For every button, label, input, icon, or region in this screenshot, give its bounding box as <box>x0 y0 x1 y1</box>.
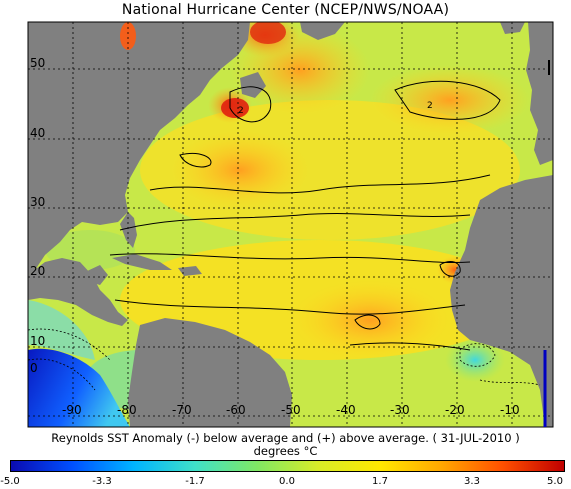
lat-label-20: 20 <box>30 264 45 278</box>
warm-anomaly-tropical <box>290 280 450 360</box>
colorbar-tick: 1.7 <box>372 476 388 487</box>
contour-label: 2 <box>427 101 433 111</box>
cool-anomaly-gulf-guinea <box>445 338 505 382</box>
lat-label-10: 10 <box>30 334 45 348</box>
caption-units: degrees °C <box>253 444 318 458</box>
lon-label-50: -50 <box>281 403 301 417</box>
lon-label-40: -40 <box>336 403 356 417</box>
lat-label-50: 50 <box>30 56 45 70</box>
hot-spot-gulf-of-maine <box>221 98 249 118</box>
lat-label-0: 0 <box>30 361 38 375</box>
lat-label-30: 30 <box>30 195 45 209</box>
cold-anomaly-pacific <box>28 348 130 427</box>
page-title: National Hurricane Center (NCEP/NWS/NOAA… <box>121 2 450 18</box>
colorbar <box>10 460 565 472</box>
warm-anomaly-gulfstream <box>170 130 310 210</box>
lon-label-60: -60 <box>226 403 246 417</box>
negative-contours <box>28 328 541 391</box>
colorbar-tick: 0.0 <box>279 476 295 487</box>
colorbar-tick: -5.0 <box>0 476 20 487</box>
map-frame <box>27 21 554 428</box>
hot-spot-hudson <box>120 22 136 50</box>
lon-label-10: -10 <box>500 403 520 417</box>
colorbar-tick: 3.3 <box>464 476 480 487</box>
lon-label-30: -30 <box>390 403 410 417</box>
lon-label-80: -80 <box>117 403 137 417</box>
contour-label: 2 <box>238 106 244 116</box>
lon-label-70: -70 <box>172 403 192 417</box>
map-plot-area: 2 2 50 40 30 20 10 0 -90 -80 -70 -60 -50… <box>28 22 553 427</box>
lat-label-40: 40 <box>30 126 45 140</box>
lon-label-20: -20 <box>445 403 465 417</box>
contour-lines <box>109 80 501 351</box>
colorbar-tick: -3.3 <box>92 476 112 487</box>
land <box>28 22 553 427</box>
warm-anomaly-northeast <box>370 65 530 135</box>
colorbar-tick: -1.7 <box>185 476 205 487</box>
caption-description: Reynolds SST Anomaly (-) below average a… <box>51 431 520 445</box>
colorbar-tick: 5.0 <box>547 476 563 487</box>
lon-label-90: -90 <box>62 403 82 417</box>
